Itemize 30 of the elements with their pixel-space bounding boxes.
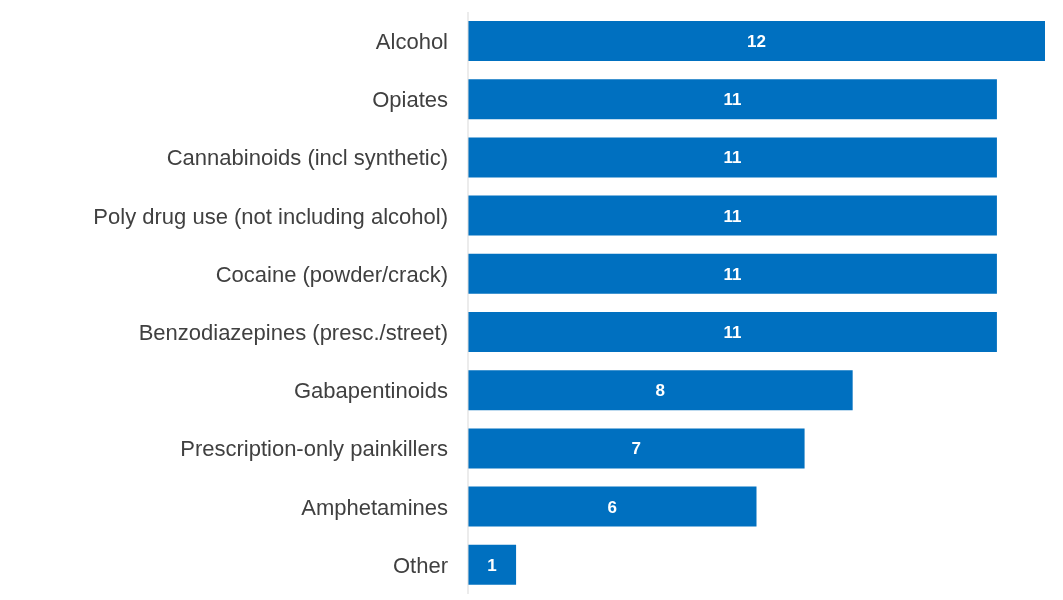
data-label: 11 xyxy=(723,323,742,343)
data-label: 7 xyxy=(631,439,642,459)
data-label: 11 xyxy=(723,264,742,284)
data-label: 8 xyxy=(655,381,666,401)
data-label: 11 xyxy=(723,206,742,226)
data-label: 12 xyxy=(747,32,766,52)
bar xyxy=(468,137,997,178)
bar xyxy=(468,21,1045,61)
y-tick-label: Alcohol xyxy=(375,28,448,54)
y-tick-label: Other xyxy=(392,552,448,578)
bar xyxy=(468,486,757,527)
y-tick-label: Amphetamines xyxy=(301,494,448,520)
data-label: 11 xyxy=(723,90,742,110)
y-tick-label: Cannabinoids (incl synthetic) xyxy=(166,145,448,171)
bar xyxy=(468,253,997,294)
bar xyxy=(468,195,997,236)
data-label: 6 xyxy=(607,497,617,517)
y-tick-label: Opiates xyxy=(372,87,448,113)
y-tick-label: Cocaine (powder/crack) xyxy=(215,261,448,287)
bar xyxy=(468,544,517,585)
data-label: 1 xyxy=(487,555,497,575)
y-tick-label: Benzodiazepines (presc./street) xyxy=(138,319,448,345)
data-label: 11 xyxy=(723,148,742,168)
bar xyxy=(468,428,805,469)
y-tick-label: Gabapentinoids xyxy=(293,378,448,404)
y-tick-label: Prescription-only painkillers xyxy=(180,436,448,462)
y-tick-label: Poly drug use (not including alcohol) xyxy=(93,203,448,229)
bar xyxy=(468,79,997,120)
bar xyxy=(468,370,853,411)
bar xyxy=(468,312,997,352)
